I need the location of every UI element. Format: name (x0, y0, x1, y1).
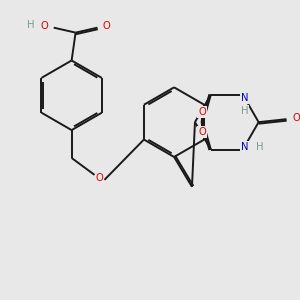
Text: H: H (241, 106, 248, 116)
Text: N: N (241, 142, 248, 152)
Text: O: O (198, 128, 206, 137)
Text: H: H (256, 142, 263, 152)
Text: H: H (27, 20, 34, 30)
Text: O: O (103, 21, 110, 31)
Text: O: O (96, 173, 103, 183)
Text: O: O (41, 21, 49, 31)
Text: N: N (241, 93, 248, 103)
Text: O: O (292, 113, 300, 123)
Text: O: O (198, 107, 206, 117)
